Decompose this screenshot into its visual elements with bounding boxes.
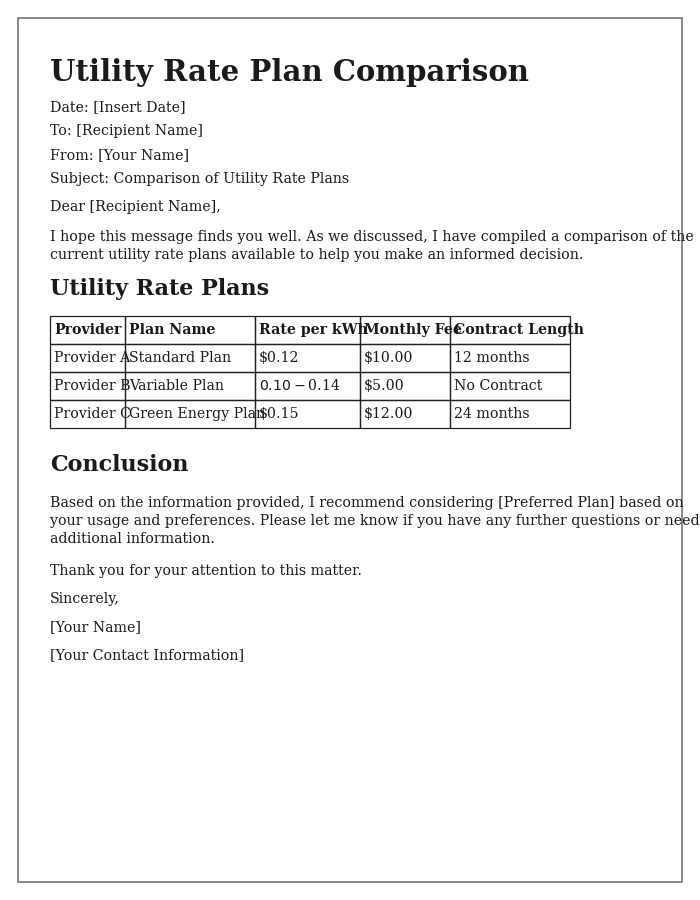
Bar (50, 400, 125, 428)
Bar (255, 400, 360, 428)
Text: your usage and preferences. Please let me know if you have any further questions: your usage and preferences. Please let m… (50, 514, 699, 528)
Text: [Your Contact Information]: [Your Contact Information] (50, 648, 244, 662)
Text: Dear [Recipient Name],: Dear [Recipient Name], (50, 200, 220, 214)
Bar (50, 344, 125, 372)
Text: Monthly Fee: Monthly Fee (364, 323, 462, 337)
Text: Plan Name: Plan Name (129, 323, 216, 337)
Text: Rate per kWh: Rate per kWh (259, 323, 368, 337)
Text: Subject: Comparison of Utility Rate Plans: Subject: Comparison of Utility Rate Plan… (50, 172, 349, 186)
Text: current utility rate plans available to help you make an informed decision.: current utility rate plans available to … (50, 248, 584, 262)
Text: $10.00: $10.00 (364, 351, 414, 365)
Text: To: [Recipient Name]: To: [Recipient Name] (50, 124, 203, 138)
Text: Utility Rate Plan Comparison: Utility Rate Plan Comparison (50, 58, 529, 87)
Text: Utility Rate Plans: Utility Rate Plans (50, 278, 269, 300)
Text: Green Energy Plan: Green Energy Plan (129, 407, 265, 421)
Text: additional information.: additional information. (50, 532, 215, 546)
Text: Thank you for your attention to this matter.: Thank you for your attention to this mat… (50, 564, 362, 578)
Bar (125, 316, 255, 344)
Bar (450, 372, 570, 400)
Text: Provider A: Provider A (54, 351, 130, 365)
Bar (255, 372, 360, 400)
Text: Provider: Provider (54, 323, 121, 337)
Bar (255, 344, 360, 372)
Bar (450, 344, 570, 372)
Text: [Your Name]: [Your Name] (50, 620, 141, 634)
Bar (360, 344, 450, 372)
Bar (50, 316, 125, 344)
Text: $0.12: $0.12 (259, 351, 300, 365)
Bar (360, 400, 450, 428)
Bar (450, 316, 570, 344)
Text: $12.00: $12.00 (364, 407, 414, 421)
Text: Sincerely,: Sincerely, (50, 592, 120, 606)
Text: $0.15: $0.15 (259, 407, 300, 421)
Text: 12 months: 12 months (454, 351, 530, 365)
Text: I hope this message finds you well. As we discussed, I have compiled a compariso: I hope this message finds you well. As w… (50, 230, 694, 244)
Text: No Contract: No Contract (454, 379, 542, 393)
Bar (125, 400, 255, 428)
Bar (255, 316, 360, 344)
Bar (450, 400, 570, 428)
Bar (360, 316, 450, 344)
Text: $5.00: $5.00 (364, 379, 405, 393)
Text: Provider C: Provider C (54, 407, 131, 421)
Bar (125, 372, 255, 400)
Text: Standard Plan: Standard Plan (129, 351, 231, 365)
Text: From: [Your Name]: From: [Your Name] (50, 148, 189, 162)
Text: Based on the information provided, I recommend considering [Preferred Plan] base: Based on the information provided, I rec… (50, 496, 684, 510)
Text: Contract Length: Contract Length (454, 323, 584, 337)
Text: Variable Plan: Variable Plan (129, 379, 224, 393)
Text: $0.10 - $0.14: $0.10 - $0.14 (259, 379, 340, 393)
Bar (50, 372, 125, 400)
Text: 24 months: 24 months (454, 407, 530, 421)
Text: Date: [Insert Date]: Date: [Insert Date] (50, 100, 186, 114)
Bar (360, 372, 450, 400)
Text: Conclusion: Conclusion (50, 454, 188, 476)
Text: Provider B: Provider B (54, 379, 131, 393)
Bar (125, 344, 255, 372)
